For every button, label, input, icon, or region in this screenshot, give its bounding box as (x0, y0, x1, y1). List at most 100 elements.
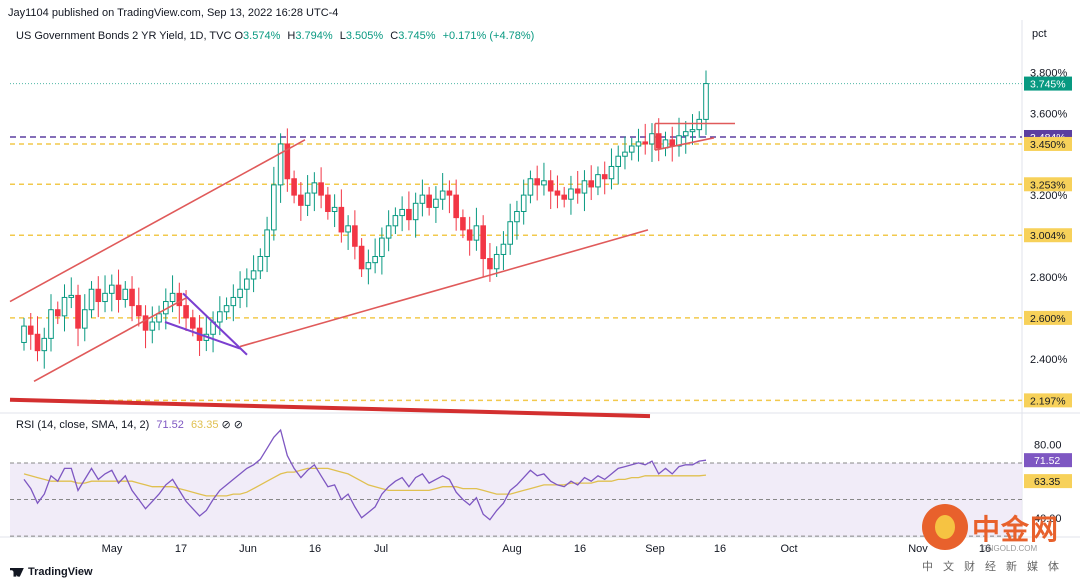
last-price-tag-label: 3.745% (1030, 79, 1066, 91)
candle-body (635, 141, 642, 147)
candle-body (311, 182, 318, 194)
change-value: +0.171% (+4.78%) (442, 30, 535, 42)
candle-body (642, 141, 649, 145)
time-tick-label: Nov (908, 543, 928, 555)
candle-body (135, 305, 142, 317)
rsi-value-tag (1024, 453, 1072, 468)
price-tick-label: 3.200% (1030, 190, 1068, 202)
low-label: L (339, 30, 346, 42)
candles (21, 70, 709, 369)
close-label: C (390, 30, 399, 42)
candle-body (277, 143, 284, 186)
rsi-value: 71.52 (156, 419, 184, 431)
symbol-name[interactable]: US Government Bonds 2 YR Yield, 1D, TVC (16, 30, 232, 42)
candle-body (682, 131, 689, 137)
candle-body (406, 208, 412, 221)
time-tick-label: 16 (574, 543, 586, 555)
high-label: H (287, 30, 296, 42)
candle-body (412, 202, 419, 221)
price-tick-label: 2.800% (1030, 272, 1068, 284)
candle-body (223, 305, 230, 313)
candle-body (102, 292, 108, 303)
candle-body (81, 309, 88, 329)
low-value: 3.505% (345, 30, 384, 42)
channel-upper-line (9, 139, 306, 303)
level-tag (1024, 136, 1072, 151)
candle-body (568, 188, 574, 200)
candle-body (61, 296, 68, 317)
candle-body (304, 192, 311, 206)
level-tag-label: 3.450% (1030, 139, 1066, 151)
candle-body (298, 194, 304, 206)
candle-body (291, 178, 297, 196)
time-tick-label: Jun (239, 543, 257, 555)
candle-body (622, 151, 628, 157)
last-price-tag (1024, 76, 1072, 91)
rising-support-line (239, 229, 649, 348)
long-term-support-line (9, 397, 651, 419)
candle-body (257, 256, 264, 272)
candle-body (122, 288, 129, 300)
candle-body (649, 133, 655, 145)
rsi-sma-line (23, 467, 707, 497)
candle-body (541, 180, 547, 186)
time-tick-label: 16 (979, 543, 991, 555)
watermark-site: CNGOLD.COM (982, 544, 1038, 553)
wedge-upper-line (182, 292, 248, 356)
level-tag (1024, 393, 1072, 408)
close-value: 3.745% (398, 30, 436, 42)
candle-body (493, 253, 500, 270)
watermark-title: 中金网 (972, 513, 1060, 546)
visibility-icon[interactable]: ⊘ ⊘ (221, 419, 244, 431)
candle-body (419, 194, 426, 204)
candle-body (588, 180, 595, 188)
candle-body (561, 194, 567, 200)
watermark-logo-icon (922, 504, 968, 550)
candle-body (703, 83, 709, 120)
rsi-axis-label: 80.00 (1034, 440, 1062, 452)
time-tick-label: Jul (374, 543, 388, 555)
candle-body (473, 225, 480, 241)
high-value: 3.794% (295, 30, 333, 42)
candle-body (21, 325, 27, 343)
candle-body (34, 333, 41, 352)
candle-body (689, 129, 696, 133)
candle-body (271, 184, 277, 231)
candle-body (41, 337, 48, 352)
level-tag (1024, 228, 1072, 243)
level-tag (1024, 310, 1072, 325)
level-tag-label: 2.600% (1030, 313, 1066, 325)
ohlc-legend: US Government Bonds 2 YR Yield, 1D, TVC … (16, 30, 538, 42)
watermark: 中金网 CNGOLD.COM 中文财经新媒体 (922, 504, 1072, 576)
candle-body (487, 258, 493, 270)
candle-body (352, 225, 358, 247)
candle-body (439, 190, 446, 200)
candle-body (115, 284, 122, 300)
candle-body (318, 182, 324, 196)
time-tick-label: Oct (780, 543, 797, 555)
candle-body (554, 190, 561, 196)
rsi-axis-label: 40.00 (1034, 513, 1062, 525)
level-tag (1024, 177, 1072, 192)
tradingview-brand: TradingView (28, 566, 93, 578)
candle-body (372, 256, 378, 264)
candle-body (520, 194, 527, 212)
candle-body (399, 208, 405, 217)
candle-body (156, 313, 162, 323)
candle-body (358, 245, 365, 270)
tradingview-logo[interactable]: TradingView (10, 566, 93, 578)
candle-body (250, 270, 257, 280)
level-tag-label: 2.197% (1030, 395, 1066, 407)
rsi-legend[interactable]: RSI (14, close, SMA, 14, 2) 71.52 63.35 … (16, 418, 243, 431)
candle-body (176, 292, 183, 307)
candle-body (183, 305, 189, 319)
candle-body (466, 229, 473, 241)
candle-body (284, 143, 291, 180)
candle-body (595, 174, 601, 188)
candle-body (54, 309, 61, 317)
candle-body (129, 288, 135, 307)
time-tick-label: Aug (502, 543, 522, 555)
candle-body (264, 229, 270, 258)
rsi-title: RSI (14, close, SMA, 14, 2) (16, 419, 150, 431)
